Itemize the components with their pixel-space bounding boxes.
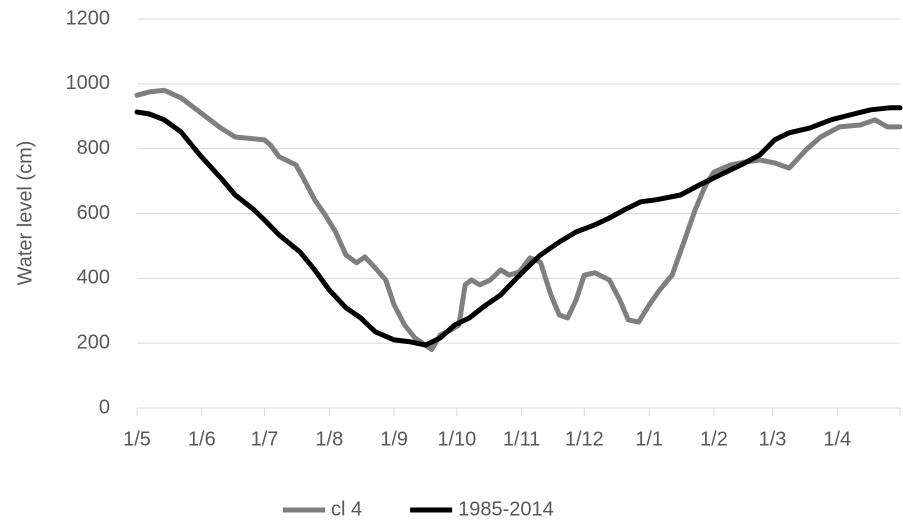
series-line (134, 105, 903, 348)
y-axis-label: Water level (cm) (14, 141, 36, 286)
y-tick-label: 800 (77, 137, 110, 159)
legend-label: cl 4 (331, 498, 362, 520)
x-tick-label: 1/8 (315, 428, 343, 450)
x-tick-label: 1/2 (700, 428, 728, 450)
x-tick-label: 1/12 (565, 428, 604, 450)
x-tick-label: 1/4 (823, 428, 851, 450)
y-tick-label: 1000 (66, 72, 111, 94)
x-tick-label: 1/11 (503, 428, 540, 450)
x-tick-label: 1/3 (759, 428, 787, 450)
x-tick-label: 1/1 (635, 428, 663, 450)
y-tick-label: 0 (99, 396, 110, 418)
series-line (134, 87, 903, 353)
legend-label: 1985-2014 (458, 498, 554, 520)
x-tick-label: 1/7 (251, 428, 279, 450)
y-tick-label: 200 (77, 331, 110, 353)
y-tick-label: 600 (77, 202, 110, 224)
y-tick-label: 1200 (66, 7, 111, 29)
x-tick-label: 1/6 (188, 428, 216, 450)
y-tick-label: 400 (77, 267, 110, 289)
x-tick-label: 1/9 (380, 428, 408, 450)
x-tick-label: 1/5 (123, 428, 151, 450)
x-tick-label: 1/10 (437, 428, 476, 450)
